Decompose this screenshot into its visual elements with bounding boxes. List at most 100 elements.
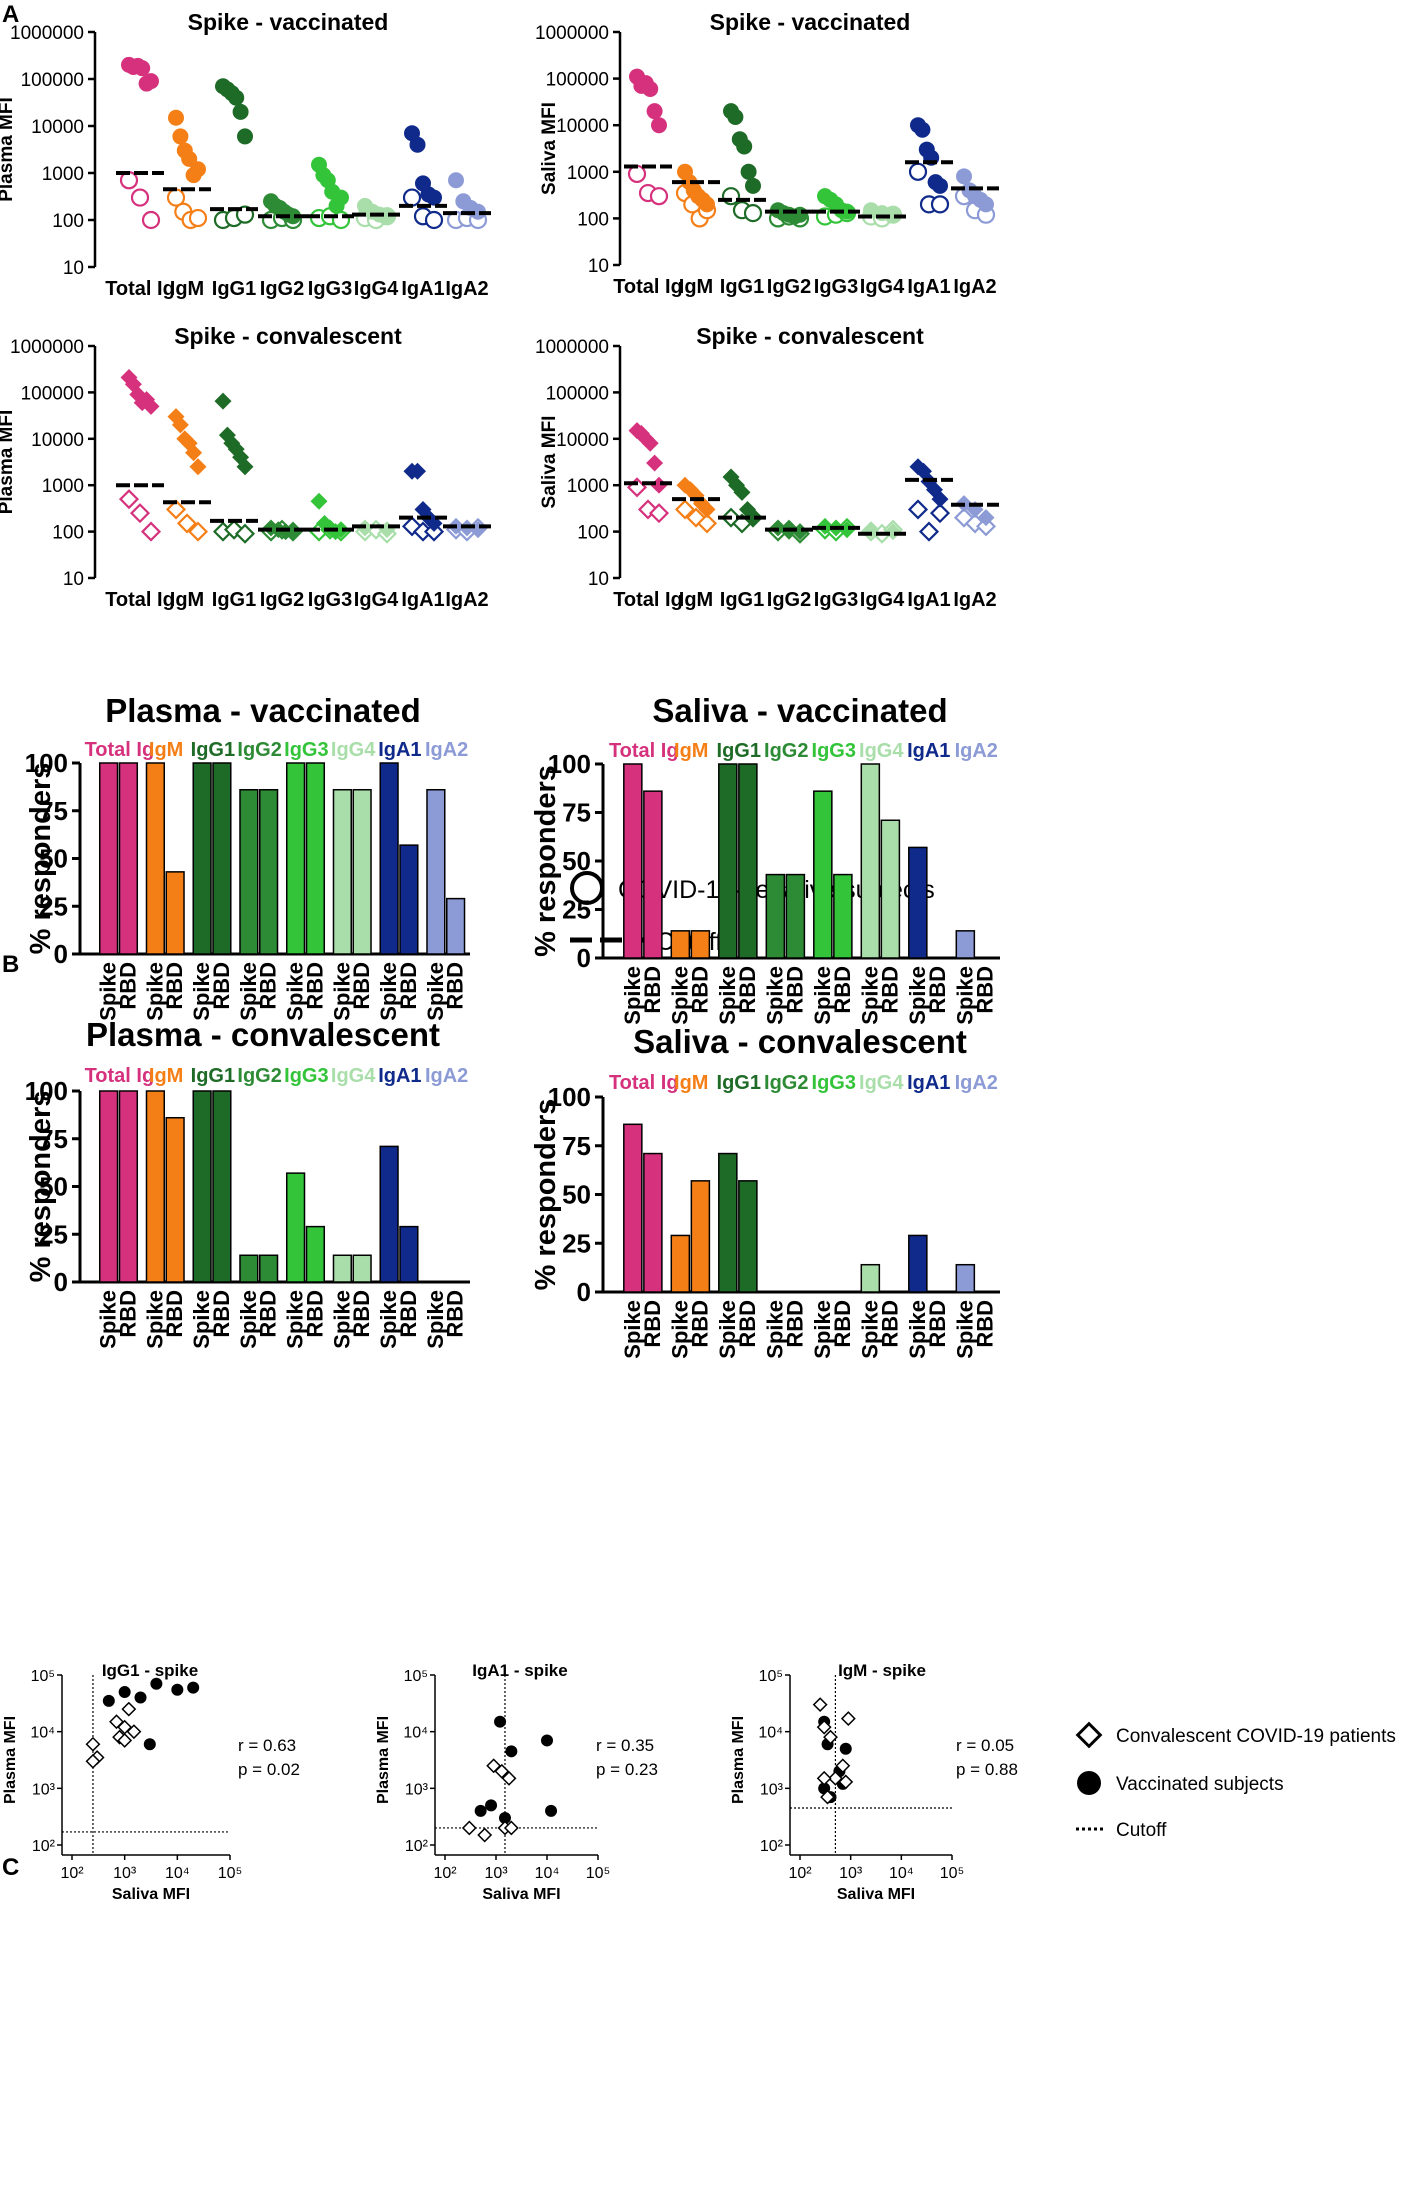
legend-label-igg1: IgG1 (191, 739, 235, 761)
x-tick-label-spike: Spike (762, 1300, 787, 1359)
point-positive-total-ig (646, 103, 663, 120)
x-tick-label-rbd: RBD (396, 962, 421, 1010)
x-tick-label-spike: Spike (236, 1290, 261, 1349)
point-positive-igg2 (285, 208, 301, 225)
point-positive-igg3 (333, 189, 349, 206)
point-convalescent (838, 1774, 854, 1790)
x-tick-label-rbd: RBD (782, 966, 807, 1014)
point-convalescent (823, 1729, 838, 1745)
point-negative-igm (696, 513, 718, 534)
legend-label-igg2: IgG2 (237, 739, 281, 761)
x-tick-label-rbd: RBD (162, 1290, 187, 1338)
point-positive-igg3 (332, 521, 350, 539)
x-tick-label-rbd: RBD (735, 966, 760, 1014)
bar-spike-igg2 (239, 788, 259, 955)
x-tick-label-igg3: IgG3 (308, 589, 352, 611)
bar-rbd-igg2 (259, 788, 279, 955)
point-convalescent (477, 1827, 493, 1843)
x-tick-label-rbd: RBD (256, 1290, 281, 1338)
point-negative-iga1 (929, 503, 951, 524)
point-convalescent (820, 1789, 835, 1805)
y-tick-label: 10 (588, 256, 609, 277)
bar-spike-total-ig (623, 763, 643, 959)
bar-spike-igg1 (192, 1090, 212, 1283)
legend-c-cutoff-label: Cutoff (1116, 1820, 1167, 1841)
point-positive-iga1 (932, 177, 948, 194)
y-tick-label: 100000 (21, 383, 84, 404)
legend-label-igm: IgM (674, 1072, 708, 1094)
legend-label-igg3: IgG3 (284, 1065, 328, 1087)
chart-a4: Spike - convalescent Saliva MFI 10 100 1000 1… (535, 323, 999, 611)
bar-spike-igg1 (192, 762, 212, 955)
chart-title: IgM - spike (838, 1661, 926, 1680)
y-tick-label: 10⁴ (403, 1725, 428, 1742)
x-tick-label-igg4: IgG4 (354, 589, 399, 611)
x-tick-label-spike: Spike (715, 966, 740, 1025)
point-vaccinated (494, 1715, 507, 1728)
chart-title: Spike - convalescent (696, 323, 924, 349)
x-tick-label: 10³ (839, 1865, 863, 1882)
point-negative-total-ig (130, 188, 150, 207)
point-positive-iga2 (978, 196, 994, 213)
point-convalescent (840, 1711, 856, 1727)
x-tick-label: 10³ (113, 1865, 137, 1882)
legend-label-igm: IgM (674, 740, 708, 762)
point-positive-igg1 (727, 108, 744, 125)
y-tick-label: 100000 (21, 70, 84, 91)
point-positive-iga2 (448, 172, 464, 189)
point-positive-igg1 (733, 483, 751, 501)
y-tick-label: 50 (39, 1172, 68, 1202)
bar-rbd-igg2 (785, 873, 806, 959)
legend-label-total-ig: Total Ig (85, 1065, 155, 1087)
point-positive-total-ig (650, 476, 668, 494)
chart-title: Spike - vaccinated (188, 9, 389, 35)
bar-spike-iga2 (426, 788, 446, 955)
legend-label-iga1: IgA1 (907, 740, 950, 762)
x-tick-label-spike: Spike (620, 1300, 645, 1359)
r-value: r = 0.35 (596, 1736, 654, 1755)
point-positive-total-ig (641, 434, 659, 452)
x-tick-label-spike: Spike (952, 1300, 977, 1359)
legend-label-igg1: IgG1 (191, 1065, 235, 1087)
point-convalescent (835, 1758, 851, 1774)
bar-rbd-igm (690, 930, 711, 959)
x-tick-label: 10⁵ (586, 1865, 610, 1882)
x-tick-label-rbd: RBD (735, 1300, 760, 1348)
y-tick-label: 75 (562, 798, 591, 828)
y-axis-title: % responders (25, 763, 57, 955)
legend-label-igg3: IgG3 (284, 739, 328, 761)
point-positive-iga1 (409, 462, 426, 480)
y-tick-label: 25 (562, 895, 591, 925)
x-tick-label-spike: Spike (952, 966, 977, 1025)
x-tick-label: 10⁵ (218, 1865, 242, 1882)
panel-label-c: C (2, 1854, 19, 1881)
x-tick-label-spike: Spike (810, 966, 835, 1025)
point-vaccinated (171, 1683, 184, 1696)
x-tick-label-rbd: RBD (972, 1300, 997, 1348)
panel-label-a: A (2, 1, 19, 28)
bar-rbd-igg4 (352, 1254, 372, 1283)
point-negative-iga1 (412, 521, 434, 542)
point-positive-igg3 (310, 492, 328, 510)
x-tick-label-rbd: RBD (925, 966, 950, 1014)
y-axis-title: Plasma MFI (375, 1716, 392, 1804)
y-axis-title: Saliva MFI (539, 416, 560, 509)
y-tick-label: 100000 (546, 70, 609, 91)
x-tick-label-spike: Spike (857, 966, 882, 1025)
x-tick-label-igg3: IgG3 (814, 589, 858, 611)
y-tick-label: 10 (63, 569, 84, 590)
y-tick-label: 100 (548, 749, 591, 779)
x-tick-label: 10² (788, 1865, 812, 1882)
y-tick-label: 100 (25, 748, 68, 778)
bar-spike-iga1 (379, 762, 399, 955)
y-tick-label: 10⁵ (759, 1668, 783, 1685)
x-tick-label-total-ig: Total Ig (613, 276, 683, 298)
bar-spike-igg3 (813, 790, 833, 959)
point-positive-igg3 (839, 203, 855, 220)
bar-spike-igg4 (332, 788, 353, 955)
x-tick-label-spike: Spike (667, 1300, 692, 1359)
point-negative-iga1 (907, 499, 929, 520)
y-axis-title: % responders (530, 1099, 562, 1291)
chart-a2: Spike - vaccinated Saliva MFI 10 100 1000 100… (535, 9, 999, 298)
